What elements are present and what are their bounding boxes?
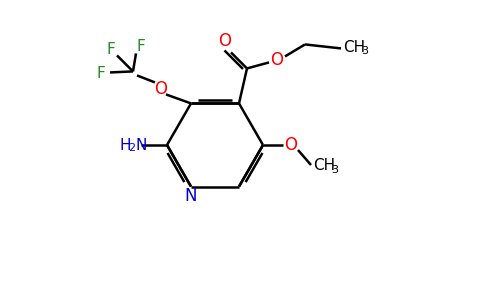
- Text: N: N: [185, 187, 197, 205]
- Text: O: O: [285, 136, 298, 154]
- Text: 2: 2: [128, 143, 136, 153]
- Text: N: N: [136, 137, 147, 152]
- Text: CH: CH: [343, 40, 365, 55]
- Text: 3: 3: [361, 46, 368, 56]
- Text: CH: CH: [313, 158, 335, 173]
- Text: O: O: [218, 32, 231, 50]
- Text: F: F: [106, 42, 115, 57]
- Text: O: O: [154, 80, 167, 98]
- Text: F: F: [136, 39, 145, 54]
- Text: 3: 3: [331, 165, 338, 175]
- Text: O: O: [271, 51, 284, 69]
- Text: F: F: [97, 66, 106, 81]
- Text: H: H: [119, 137, 131, 152]
